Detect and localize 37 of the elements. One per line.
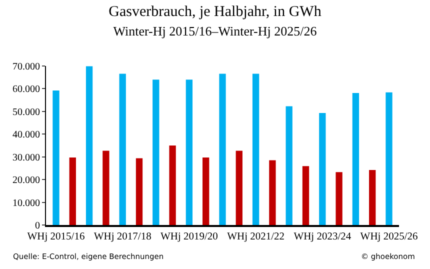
bar: [369, 170, 376, 225]
bar: [302, 166, 310, 225]
bar: [269, 160, 276, 225]
bar: [336, 172, 342, 225]
bar: [169, 146, 176, 225]
y-tick-label: 60.000: [12, 84, 40, 96]
bar: [52, 90, 60, 225]
x-tick-label: WHj 2019/20: [160, 231, 218, 242]
bar: [136, 158, 143, 225]
y-tick-label: 50.000: [12, 106, 40, 118]
x-tick-label: WHj 2023/24: [294, 231, 352, 242]
bar: [286, 106, 292, 225]
y-tick-label: 30.000: [12, 152, 40, 164]
bar: [202, 158, 210, 225]
x-tick-label: WHj 2015/16: [27, 231, 85, 242]
bar: [152, 80, 160, 225]
x-tick-label: WHj 2017/18: [94, 231, 152, 242]
bar: [186, 80, 193, 225]
bar: [69, 158, 76, 225]
y-tick-label: 20.000: [12, 175, 40, 186]
x-tick-label: WHj 2021/22: [227, 231, 285, 242]
bar: [102, 150, 110, 225]
chart-subtitle: Winter-Hj 2015/16–Winter-Hj 2025/26: [113, 24, 318, 39]
bar: [236, 150, 242, 225]
bar: [319, 113, 326, 225]
y-tick-label: 10.000: [12, 198, 40, 209]
y-tick-label: 0: [35, 220, 40, 232]
y-tick-label: 40.000: [12, 130, 40, 141]
chart-title: Gasverbrauch, je Halbjahr, in GWh: [108, 4, 322, 20]
bar: [252, 74, 260, 225]
bar: [352, 93, 360, 225]
bar: [119, 74, 126, 225]
bar: [386, 92, 392, 225]
bar: [86, 66, 93, 225]
y-tick-label: 70.000: [12, 62, 40, 72]
bar: [219, 74, 226, 225]
x-tick-label: WHj 2025/26: [360, 231, 418, 242]
